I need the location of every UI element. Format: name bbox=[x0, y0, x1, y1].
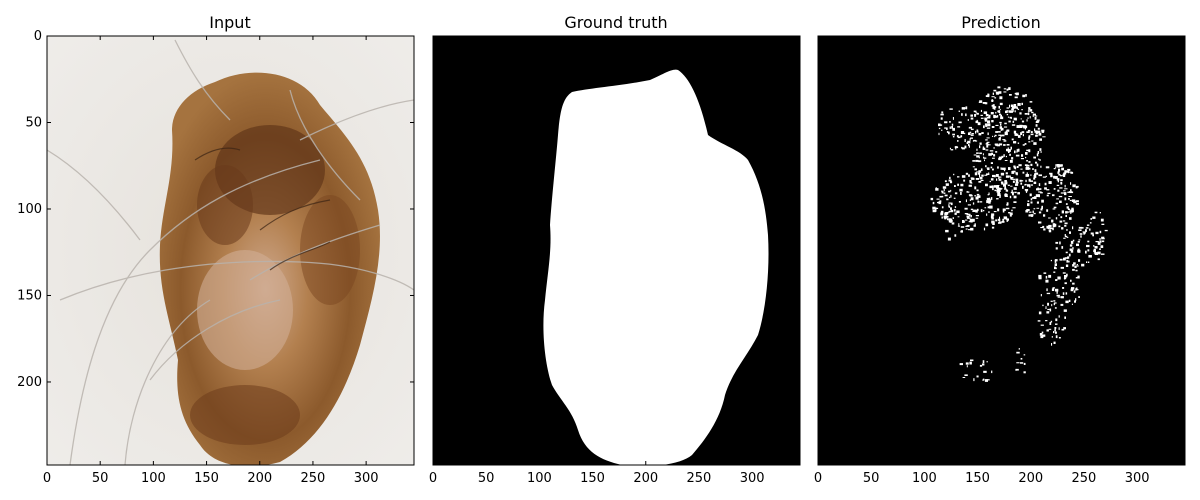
x-tick-label: 100 bbox=[527, 471, 552, 486]
x-tick-label: 50 bbox=[92, 471, 109, 486]
x-tick-label: 150 bbox=[580, 471, 605, 486]
hairs bbox=[47, 39, 414, 465]
lesion-dark-left bbox=[197, 165, 253, 245]
x-tick-label: 300 bbox=[354, 471, 379, 486]
x-tick-label: 200 bbox=[247, 471, 272, 486]
x-tick-label: 0 bbox=[43, 471, 51, 486]
x-tick-label: 0 bbox=[814, 471, 822, 486]
x-tick-label: 200 bbox=[1018, 471, 1043, 486]
ground-truth-image bbox=[433, 36, 800, 465]
dark-hairs bbox=[194, 147, 331, 271]
x-tick-label: 50 bbox=[863, 471, 880, 486]
panel-title-ground-truth: Ground truth bbox=[564, 13, 667, 32]
x-tick-label: 150 bbox=[965, 471, 990, 486]
x-tick-label: 100 bbox=[912, 471, 937, 486]
prediction-speckles bbox=[930, 86, 1108, 382]
axis-ticks: 0 50 100 150 200 250 300 0 50 100 150 200 0 50 100 150 2… bbox=[17, 29, 1185, 486]
prediction-image bbox=[818, 36, 1185, 465]
ground-truth-mask bbox=[543, 69, 769, 465]
x-tick-label: 150 bbox=[194, 471, 219, 486]
lesion-dark-lower bbox=[190, 385, 300, 445]
y-tick-label: 100 bbox=[17, 202, 42, 217]
x-tick-label: 50 bbox=[478, 471, 495, 486]
x-tick-label: 300 bbox=[740, 471, 765, 486]
x-tick-label: 100 bbox=[141, 471, 166, 486]
y-tick-label: 0 bbox=[34, 29, 42, 44]
x-tick-label: 0 bbox=[429, 471, 437, 486]
y-tick-label: 200 bbox=[17, 375, 42, 390]
x-tick-label: 250 bbox=[301, 471, 326, 486]
panel-title-input: Input bbox=[209, 13, 250, 32]
y-tick-label: 150 bbox=[17, 288, 42, 303]
panel-title-prediction: Prediction bbox=[961, 13, 1040, 32]
ground-truth-frame bbox=[432, 35, 801, 466]
x-tick-label: 250 bbox=[1072, 471, 1097, 486]
input-image bbox=[47, 36, 414, 465]
prediction-frame bbox=[817, 35, 1186, 466]
x-tick-label: 250 bbox=[687, 471, 712, 486]
input-frame bbox=[46, 35, 415, 466]
x-tick-label: 200 bbox=[633, 471, 658, 486]
y-tick-label: 50 bbox=[25, 115, 42, 130]
x-tick-label: 300 bbox=[1125, 471, 1150, 486]
lesion-dark-right bbox=[300, 195, 360, 305]
